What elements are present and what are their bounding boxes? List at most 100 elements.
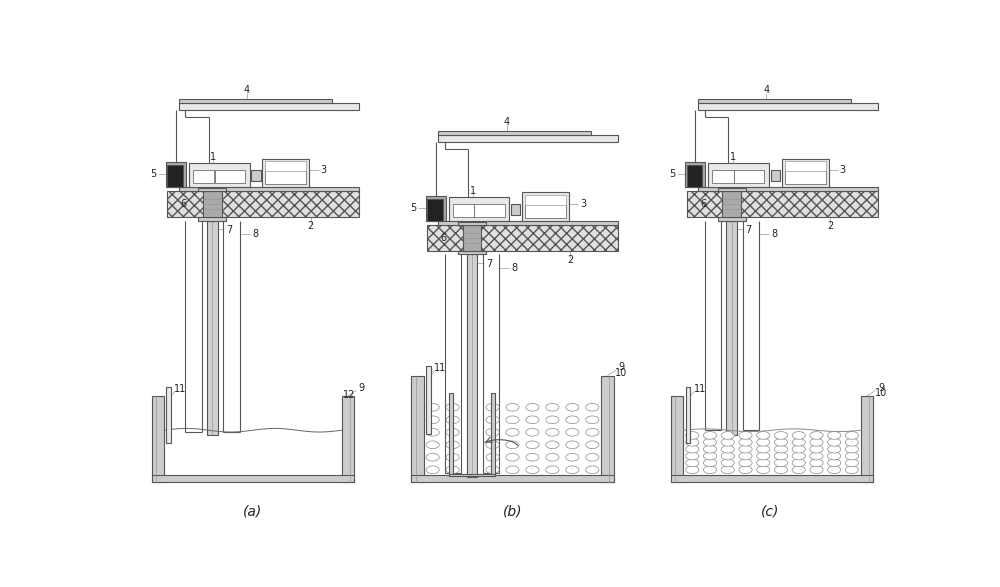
Circle shape: [426, 441, 439, 448]
Circle shape: [446, 429, 459, 436]
Text: 7: 7: [746, 225, 752, 235]
Circle shape: [686, 452, 699, 460]
Circle shape: [828, 438, 841, 446]
Bar: [207, 221, 218, 434]
Bar: [198, 188, 226, 191]
Bar: [411, 474, 614, 482]
Circle shape: [721, 466, 734, 474]
Text: (c): (c): [761, 504, 780, 518]
Bar: [179, 99, 332, 103]
Text: 3: 3: [840, 165, 846, 175]
Circle shape: [566, 441, 579, 448]
Circle shape: [792, 466, 805, 474]
Bar: [525, 204, 566, 218]
Bar: [426, 366, 431, 434]
Bar: [189, 163, 250, 187]
Bar: [718, 217, 746, 221]
Circle shape: [845, 452, 859, 460]
Circle shape: [757, 431, 770, 439]
Circle shape: [703, 446, 717, 453]
Circle shape: [486, 403, 499, 411]
Bar: [411, 376, 424, 482]
Bar: [152, 474, 354, 482]
Bar: [698, 187, 878, 191]
Bar: [262, 158, 309, 187]
Bar: [686, 387, 690, 443]
Text: 9: 9: [359, 383, 365, 393]
Bar: [708, 163, 769, 187]
Bar: [179, 187, 359, 191]
Text: 7: 7: [486, 259, 492, 269]
Bar: [687, 191, 878, 217]
Text: (b): (b): [503, 504, 522, 518]
Bar: [734, 170, 764, 183]
Circle shape: [526, 403, 539, 411]
Circle shape: [792, 438, 805, 446]
Text: 1: 1: [730, 152, 736, 162]
Bar: [671, 474, 873, 482]
Circle shape: [486, 466, 499, 474]
Circle shape: [586, 466, 599, 474]
Text: 2: 2: [827, 221, 833, 231]
Circle shape: [828, 431, 841, 439]
Circle shape: [703, 438, 717, 446]
Circle shape: [703, 459, 717, 467]
Circle shape: [703, 466, 717, 474]
Bar: [215, 170, 245, 183]
Text: 3: 3: [320, 165, 326, 175]
Circle shape: [506, 441, 519, 448]
Circle shape: [566, 466, 579, 474]
Bar: [193, 170, 214, 183]
Circle shape: [506, 466, 519, 474]
Circle shape: [426, 429, 439, 436]
Text: 1: 1: [210, 152, 217, 162]
Bar: [785, 161, 826, 171]
Circle shape: [586, 416, 599, 424]
Text: 5: 5: [150, 169, 157, 179]
Bar: [467, 254, 477, 477]
Bar: [525, 195, 566, 205]
Circle shape: [810, 438, 823, 446]
Circle shape: [774, 446, 788, 453]
Bar: [438, 131, 591, 134]
Circle shape: [757, 438, 770, 446]
Bar: [458, 251, 486, 254]
Circle shape: [566, 403, 579, 411]
Circle shape: [526, 466, 539, 474]
Text: 8: 8: [512, 263, 518, 273]
Circle shape: [506, 403, 519, 411]
Circle shape: [792, 459, 805, 467]
Bar: [861, 396, 873, 482]
Text: 1: 1: [470, 185, 476, 195]
Text: 2: 2: [308, 221, 314, 231]
Text: 10: 10: [615, 368, 628, 378]
Circle shape: [792, 446, 805, 453]
Bar: [722, 191, 741, 217]
Circle shape: [739, 446, 752, 453]
Circle shape: [526, 453, 539, 461]
Circle shape: [686, 459, 699, 467]
Circle shape: [686, 431, 699, 439]
Bar: [712, 170, 734, 183]
Circle shape: [845, 459, 859, 467]
Circle shape: [739, 438, 752, 446]
Circle shape: [506, 416, 519, 424]
Circle shape: [774, 466, 788, 474]
Text: 4: 4: [763, 85, 769, 95]
Text: (a): (a): [243, 504, 262, 518]
Bar: [342, 396, 354, 482]
Bar: [474, 204, 505, 217]
Circle shape: [721, 446, 734, 453]
Circle shape: [828, 459, 841, 467]
Bar: [726, 221, 737, 434]
Text: 4: 4: [244, 85, 250, 95]
Circle shape: [845, 446, 859, 453]
Bar: [698, 103, 878, 110]
Circle shape: [446, 403, 459, 411]
Circle shape: [586, 429, 599, 436]
Circle shape: [546, 441, 559, 448]
Circle shape: [810, 459, 823, 467]
Text: 9: 9: [878, 383, 884, 393]
Circle shape: [810, 431, 823, 439]
Bar: [522, 193, 569, 221]
